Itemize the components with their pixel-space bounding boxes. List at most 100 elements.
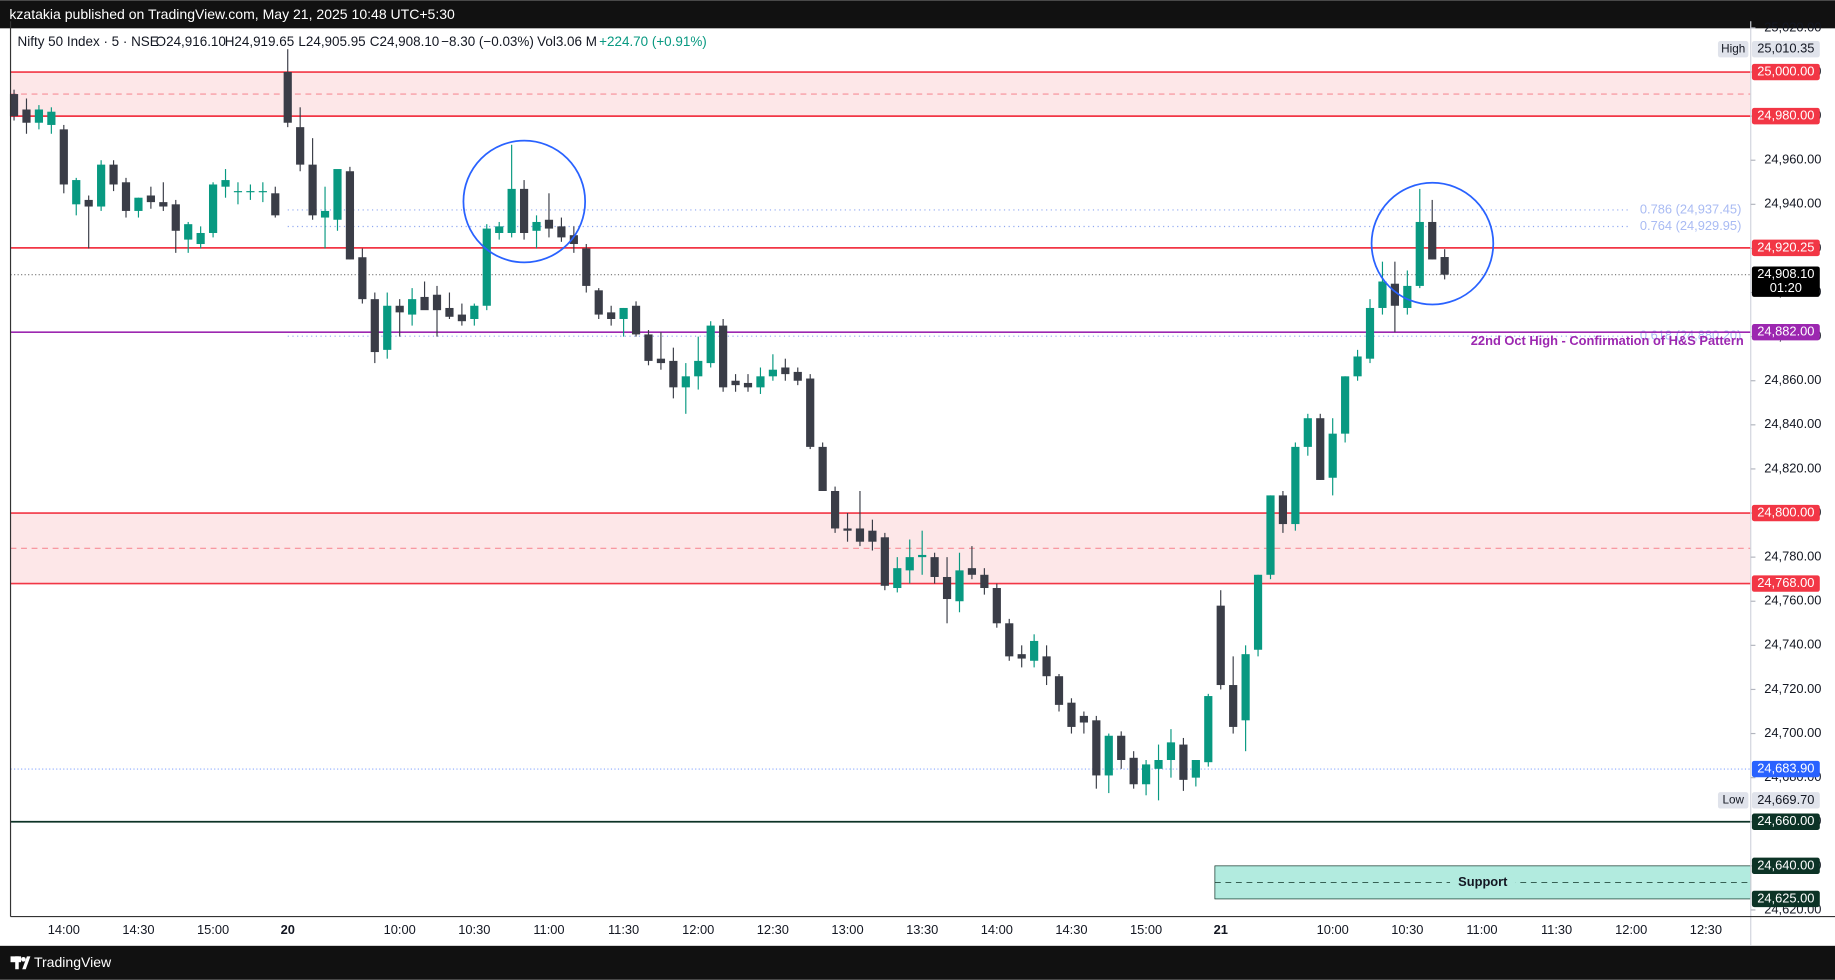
y-tick-label: 24,960.00 xyxy=(1764,152,1821,167)
candle-body xyxy=(34,109,44,123)
x-tick-label: 11:30 xyxy=(608,922,639,937)
candle-body xyxy=(1179,744,1188,780)
candle-body xyxy=(470,305,479,319)
candle-body xyxy=(768,369,777,377)
price-badge-label: 24,660.00 xyxy=(1757,813,1814,828)
candle-body xyxy=(1079,715,1088,723)
support-label-bg xyxy=(1450,874,1516,891)
candle-body xyxy=(1067,702,1076,727)
footer-brand: TradingView xyxy=(34,954,112,970)
candle-body xyxy=(743,382,753,388)
candle-body xyxy=(1005,623,1014,657)
candle-body xyxy=(880,537,889,586)
price-badge-label: 24,669.70 xyxy=(1757,792,1814,807)
candle-body xyxy=(370,299,379,353)
publisher: kzatakia published on TradingView.com, M… xyxy=(9,6,455,22)
candle-body xyxy=(1204,696,1213,763)
candle-body xyxy=(619,307,628,319)
candle-body xyxy=(507,188,516,233)
price-badge xyxy=(1751,504,1820,522)
candle-body xyxy=(408,299,417,315)
candle-body xyxy=(1166,742,1176,761)
support-label: Support xyxy=(1458,874,1508,889)
candle-body xyxy=(1266,495,1275,575)
candle-body xyxy=(830,490,840,529)
candle-body xyxy=(258,191,267,193)
candle-body xyxy=(557,226,566,238)
candle-body xyxy=(1241,654,1250,721)
candle-body xyxy=(806,378,815,447)
candle-body xyxy=(84,199,93,207)
countdown: 01:20 xyxy=(1770,280,1802,295)
price-badge-label: 24,768.00 xyxy=(1757,575,1814,590)
candle-body xyxy=(1042,656,1051,677)
price-badge-label: 24,908.10 xyxy=(1757,266,1814,281)
x-tick-label: 12:00 xyxy=(1615,922,1647,937)
candle-body xyxy=(905,557,914,571)
x-tick-label: 10:30 xyxy=(458,922,490,937)
candle-body xyxy=(9,94,19,117)
candle-body xyxy=(420,296,429,311)
candle-body xyxy=(345,171,355,260)
candle-body xyxy=(1428,221,1437,260)
candle-body xyxy=(1365,307,1375,359)
candle-body xyxy=(1403,285,1412,308)
price-badge xyxy=(1751,324,1820,341)
candle-body xyxy=(308,164,317,216)
fib-label: 0.618 (24,880.20) xyxy=(1640,328,1742,343)
price-badge-label: 24,980.00 xyxy=(1757,108,1814,123)
x-tick-label: 13:30 xyxy=(906,922,938,937)
candle-body xyxy=(1030,640,1039,661)
price-tag-bg xyxy=(1717,41,1749,58)
price-badge-label: 24,640.00 xyxy=(1757,857,1814,872)
candle-body xyxy=(1303,418,1312,447)
candle-body xyxy=(544,219,554,229)
candle-body xyxy=(1117,735,1126,761)
candle-body xyxy=(855,528,865,542)
candle-body xyxy=(72,180,81,205)
candle-body xyxy=(669,360,678,388)
price-badge xyxy=(1751,890,1820,908)
x-tick-label: 15:00 xyxy=(197,922,229,937)
price-badge xyxy=(1751,63,1820,81)
legend-open: O24,916.10 xyxy=(156,34,226,49)
candle-body xyxy=(1341,376,1350,434)
candle-body xyxy=(134,197,143,211)
candle-body xyxy=(146,195,155,203)
x-tick-label: 11:30 xyxy=(1541,922,1572,937)
candle-body xyxy=(1129,757,1138,785)
price-badge-label: 24,683.90 xyxy=(1757,760,1814,775)
candle-body xyxy=(109,164,118,185)
price-badge xyxy=(1751,107,1820,125)
candle-body xyxy=(395,305,404,313)
price-badge xyxy=(1751,266,1820,297)
y-tick-label: 24,760.00 xyxy=(1764,593,1821,608)
candle-body xyxy=(781,367,790,375)
x-tick-label: 11:00 xyxy=(1466,922,1497,937)
candle-body xyxy=(519,188,529,233)
candle-body xyxy=(594,290,603,315)
candle-body xyxy=(121,182,131,211)
price-badge xyxy=(1751,41,1820,58)
candle-body xyxy=(706,325,715,364)
price-badge xyxy=(1751,813,1820,830)
candle-body xyxy=(532,221,541,231)
y-tick-label: 24,860.00 xyxy=(1764,372,1821,387)
candle-body xyxy=(582,248,591,286)
price-badge-label: 24,800.00 xyxy=(1757,504,1814,519)
legend-symbol: Nifty 50 Index · 5 · NSE xyxy=(18,34,159,49)
candle-body xyxy=(681,376,690,388)
legend-close: C24,908.10 xyxy=(370,34,439,49)
candle-body xyxy=(1440,257,1449,275)
y-tick-label: 24,840.00 xyxy=(1764,416,1821,431)
legend-high: H24,919.65 xyxy=(225,34,294,49)
x-tick-label: 20 xyxy=(281,922,295,937)
y-tick-label: 24,740.00 xyxy=(1764,637,1821,652)
candle-body xyxy=(1390,283,1399,306)
legend: Nifty 50 Index · 5 · NSE O24,916.10 H24,… xyxy=(18,34,707,49)
candle-body xyxy=(233,191,243,193)
fib-label: 0.786 (24,937.45) xyxy=(1640,201,1742,216)
candle-body xyxy=(980,574,989,589)
candle-body xyxy=(607,312,616,319)
